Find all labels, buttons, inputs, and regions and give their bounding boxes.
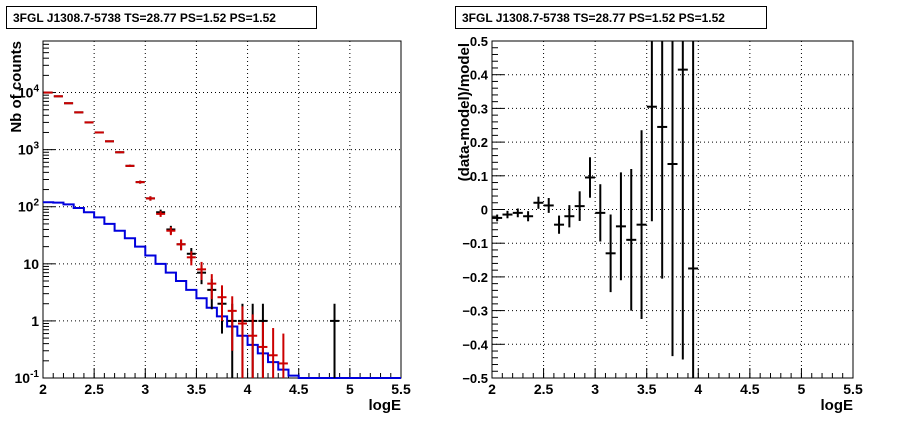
left-x-tick-label: 5 [346,381,354,397]
left-y-tick-label: 10 [23,256,39,272]
right-y-tick-label: −0.2 [462,270,488,285]
right-x-tick-label: 4.5 [740,381,760,397]
right-y-tick-label: 0.3 [470,101,488,116]
right-panel: 2 2.5 3 3.5 4 4.5 5 5.5 −0.5 −0.4 −0.3 −0.2 −0.1 0 0.1… [456,34,863,414]
right-y-tick-label: −0.3 [462,304,488,319]
right-x-tick-label: 2.5 [534,381,554,397]
right-y-axis-title: (data-model)/model [456,43,473,181]
right-y-tick-label: −0.4 [462,337,488,352]
left-x-tick-label: 3 [141,381,149,397]
left-y-tick-label: 10-1 [15,369,40,386]
right-y-tick-label: 0.2 [470,135,488,150]
left-x-tick-label: 5.5 [391,381,411,397]
left-y-tick-label: 104 [18,84,40,101]
left-x-tick-label: 2.5 [84,381,104,397]
right-y-tick-label: 0.1 [470,169,488,184]
right-y-tick-label: −0.5 [462,371,488,386]
left-x-tick-label: 2 [39,381,47,397]
left-panel: 2 2.5 3 3.5 4 4.5 5 5.5 10-1 1 10 102 103 104 logE Nb o… [8,40,411,414]
left-y-axis-title: Nb of counts [8,41,25,133]
right-x-tick-label: 3.5 [637,381,657,397]
left-x-tick-label: 4 [244,381,252,397]
left-x-tick-label: 3.5 [187,381,207,397]
left-y-tick-label: 1 [31,313,39,329]
right-x-tick-label: 4 [694,381,702,397]
right-y-tick-label: −0.1 [462,236,488,251]
right-chart-title: 3FGL J1308.7-5738 TS=28.77 PS=1.52 PS=1.… [455,6,767,29]
left-x-axis-title: logE [369,397,402,414]
left-y-tick-label: 103 [18,141,40,158]
right-x-tick-label: 5 [798,381,806,397]
right-x-axis-title: logE [821,397,854,414]
right-y-tick-label: 0.5 [470,34,488,49]
left-background-model-line [43,201,401,379]
left-chart-title: 3FGL J1308.7-5738 TS=28.77 PS=1.52 PS=1.… [6,6,317,29]
left-x-tick-label: 4.5 [289,381,309,397]
right-x-tick-label: 2 [488,381,496,397]
right-y-tick-label: 0.4 [470,68,489,83]
left-y-tick-label: 102 [18,198,40,215]
right-x-tick-label: 5.5 [843,381,863,397]
right-y-tick-label: 0 [481,203,488,218]
right-x-tick-label: 3 [591,381,599,397]
